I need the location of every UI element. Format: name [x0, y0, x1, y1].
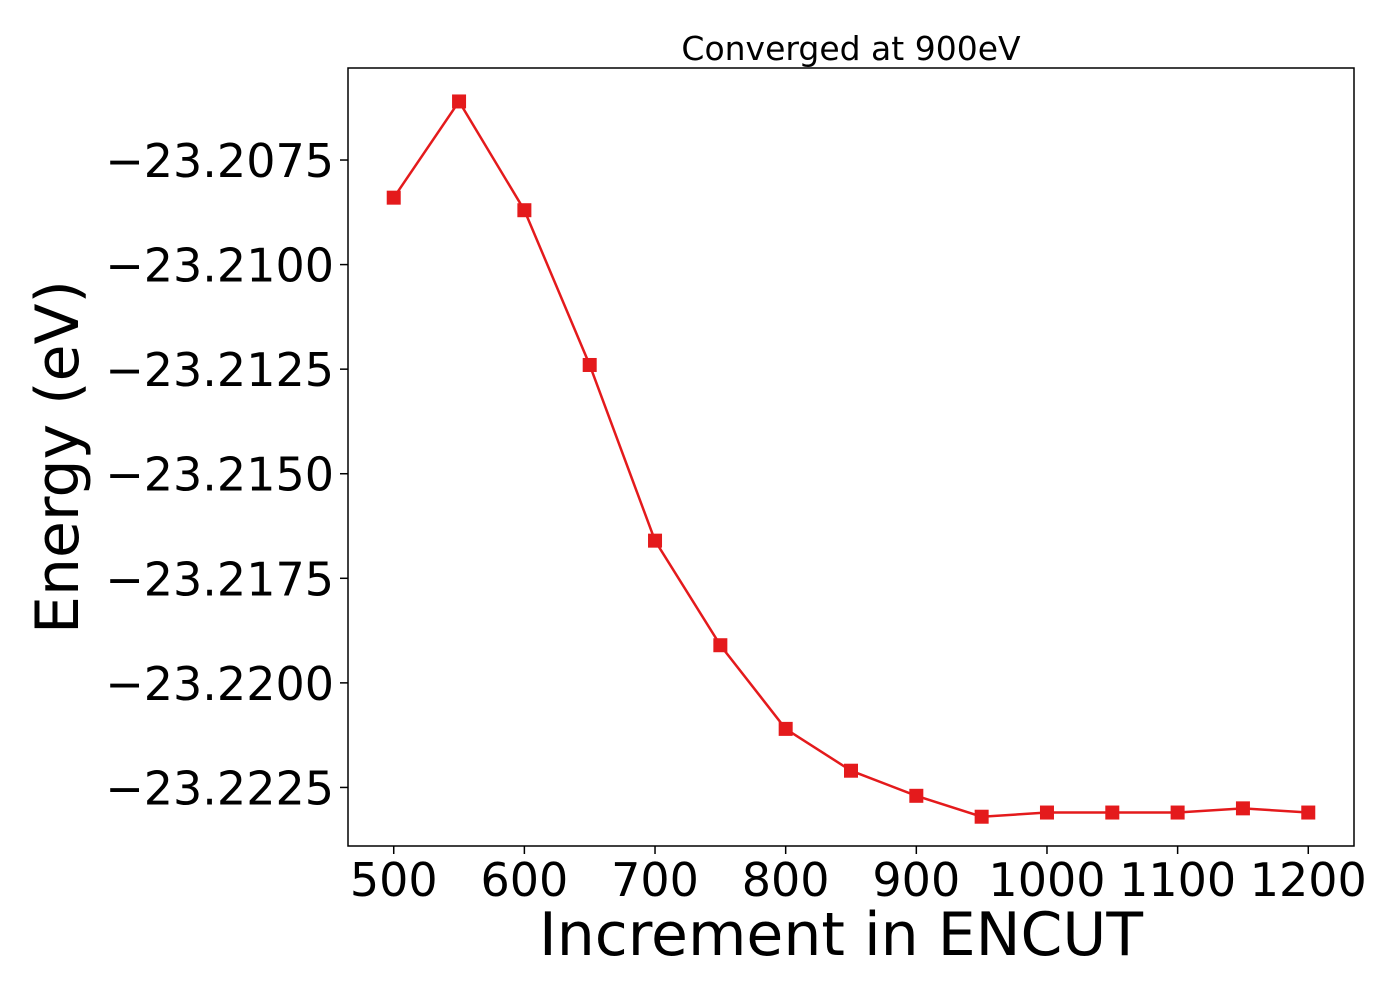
data-point-marker [778, 721, 793, 736]
x-tick-label: 900 [872, 853, 960, 907]
x-axis: 500 600 700 800 900 1000 1100 1200 [350, 846, 1367, 907]
data-point-marker [909, 788, 924, 803]
data-point-marker [1170, 805, 1185, 820]
y-tick-label: −23.2200 [105, 657, 334, 711]
data-point-marker [844, 763, 858, 778]
data-point-marker [1235, 801, 1250, 816]
data-point-marker [452, 94, 467, 109]
data-point-marker [582, 357, 597, 372]
data-point-marker [974, 809, 989, 824]
x-axis-title: Increment in ENCUT [539, 900, 1143, 970]
x-tick-label: 500 [350, 853, 438, 907]
chart-title: Converged at 900eV [681, 29, 1021, 68]
x-tick-label: 600 [480, 853, 568, 907]
data-point-marker [648, 533, 663, 548]
y-axis-title: Energy (eV) [23, 280, 93, 634]
series-layer [386, 94, 1316, 824]
x-tick-label: 1100 [1119, 853, 1236, 907]
data-point-marker [386, 190, 401, 205]
y-tick-label: −23.2125 [105, 343, 334, 397]
y-tick-label: −23.2075 [105, 134, 334, 188]
x-tick-label: 1200 [1250, 853, 1367, 907]
data-point-marker [517, 203, 532, 218]
data-point-marker [1039, 805, 1054, 820]
y-tick-label: −23.2175 [105, 552, 334, 606]
data-point-marker [713, 638, 728, 653]
data-point-marker [1105, 805, 1120, 820]
x-tick-label: 700 [611, 853, 699, 907]
y-axis: −23.2075 −23.2100 −23.2125 −23.2150 −23.2175… [105, 134, 348, 815]
data-point-marker [1301, 805, 1316, 820]
x-tick-label: 1000 [988, 853, 1105, 907]
plot-area-frame [347, 67, 1355, 847]
y-tick-label: −23.2100 [105, 239, 334, 293]
x-tick-label: 800 [742, 853, 830, 907]
y-tick-label: −23.2225 [105, 761, 334, 815]
y-tick-label: −23.2150 [105, 448, 334, 502]
